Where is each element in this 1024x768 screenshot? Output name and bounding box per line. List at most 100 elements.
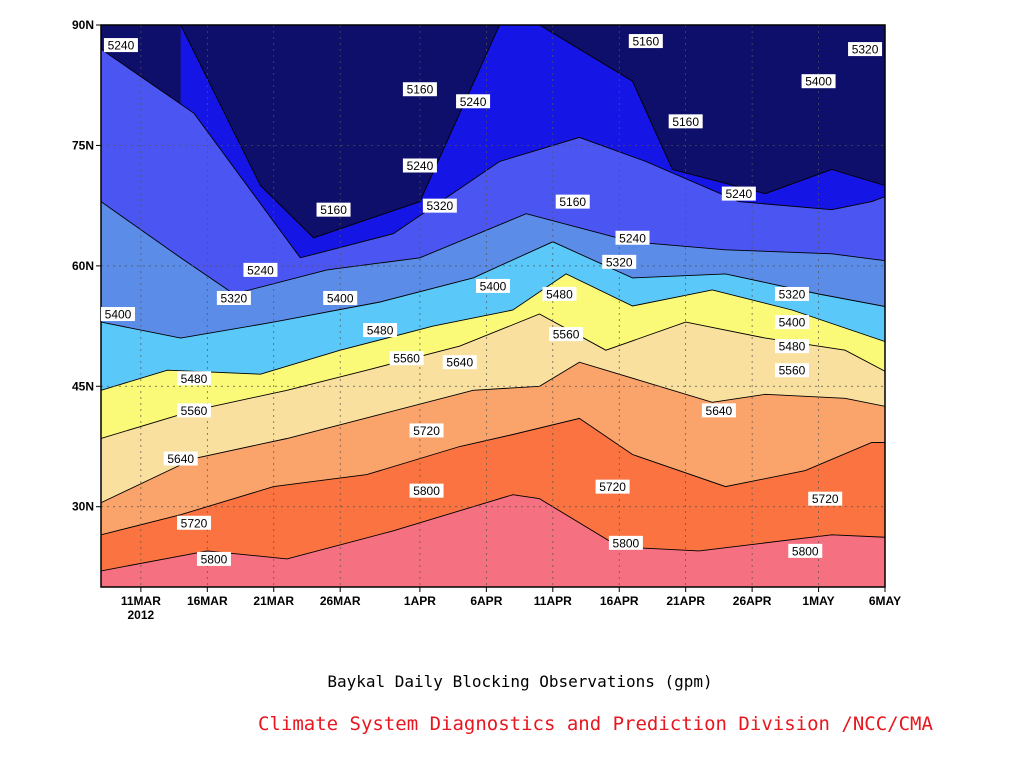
contour-labels: 5240 5160 5240 5160 5320 5400 5160 5240 5240 5160… bbox=[101, 34, 883, 566]
contour-label: 5400 bbox=[105, 308, 132, 322]
contour-label-group: 5160 bbox=[628, 34, 663, 49]
contour-label: 5400 bbox=[805, 75, 832, 89]
contour-label: 5320 bbox=[221, 291, 248, 305]
contour-label: 5240 bbox=[407, 159, 434, 173]
contour-label-bg bbox=[163, 451, 198, 466]
contour-label: 5160 bbox=[320, 203, 347, 217]
contour-line-5480 bbox=[101, 273, 885, 391]
contour-label-group: 5800 bbox=[196, 551, 231, 566]
contour-label-group: 5160 bbox=[555, 194, 590, 209]
contour-label: 5160 bbox=[672, 115, 699, 129]
contour-line-5560 bbox=[101, 313, 885, 439]
contour-label: 5800 bbox=[613, 536, 640, 550]
contour-label-bg bbox=[774, 286, 809, 301]
x-tick-label: 26APR bbox=[733, 594, 772, 608]
x-tick-label: 21APR bbox=[666, 594, 705, 608]
contour-label-group: 5240 bbox=[456, 94, 491, 109]
contour-label: 5640 bbox=[706, 404, 733, 418]
contour-label-group: 5640 bbox=[442, 355, 477, 370]
y-tick-label: 75N bbox=[72, 138, 94, 152]
contour-label-bg bbox=[442, 355, 477, 370]
contour-label-group: 5480 bbox=[542, 286, 577, 301]
contour-label-bg bbox=[323, 290, 358, 305]
contour-label-bg bbox=[196, 551, 231, 566]
contour-label: 5400 bbox=[327, 291, 354, 305]
contour-label-group: 5320 bbox=[422, 198, 457, 213]
x-tick-label: 11APR bbox=[534, 594, 572, 608]
contour-label: 5320 bbox=[852, 43, 879, 57]
contour-label-group: 5640 bbox=[701, 403, 736, 418]
x-tick-label: 11MAR bbox=[121, 594, 161, 608]
x-tick-label: 21MAR bbox=[253, 594, 294, 608]
contour-label-bg bbox=[848, 42, 883, 57]
contour-label-group: 5800 bbox=[409, 483, 444, 498]
contour-label-group: 5160 bbox=[668, 114, 703, 129]
contour-label-group: 5480 bbox=[177, 371, 212, 386]
contour-line-5160 bbox=[180, 25, 885, 239]
band-above-5800 bbox=[101, 494, 885, 587]
contour-label-group: 5640 bbox=[163, 451, 198, 466]
contour-label-bg bbox=[422, 198, 457, 213]
contour-label-group: 5160 bbox=[316, 202, 351, 217]
contour-label-group: 5560 bbox=[549, 327, 584, 342]
contour-label-bg bbox=[788, 543, 823, 558]
chart-title: Baykal Daily Blocking Observations (gpm) bbox=[327, 672, 713, 691]
contour-label-group: 5560 bbox=[774, 363, 809, 378]
contour-label-group: 5320 bbox=[216, 290, 251, 305]
contour-label: 5160 bbox=[559, 195, 586, 209]
contour-label-group: 5240 bbox=[103, 38, 138, 53]
contour-label-group: 5400 bbox=[323, 290, 358, 305]
contour-label-group: 5400 bbox=[801, 74, 836, 89]
contour-label-bg bbox=[402, 82, 437, 97]
contour-label: 5400 bbox=[779, 316, 806, 330]
contour-label: 5320 bbox=[606, 255, 633, 269]
credit-line: Climate System Diagnostics and Predictio… bbox=[258, 713, 933, 735]
filled-contour-bands bbox=[101, 25, 885, 587]
contour-label-bg bbox=[402, 158, 437, 173]
contour-label-group: 5720 bbox=[177, 515, 212, 530]
contour-label: 5720 bbox=[413, 424, 440, 438]
contour-label: 5800 bbox=[201, 552, 228, 566]
contour-label: 5240 bbox=[725, 187, 752, 201]
contour-label-bg bbox=[389, 351, 424, 366]
blocking-contour-chart: 5240 5160 5240 5160 5320 5400 5160 5240 5240 5160… bbox=[72, 18, 901, 622]
contour-label: 5480 bbox=[546, 287, 573, 301]
contour-label-bg bbox=[668, 114, 703, 129]
contour-label-group: 5400 bbox=[476, 278, 510, 293]
contour-label-bg bbox=[774, 363, 809, 378]
contour-label-bg bbox=[628, 34, 663, 49]
x-tick-label: 16APR bbox=[600, 594, 639, 608]
x-tick-label: 16MAR bbox=[187, 594, 228, 608]
contour-label-group: 5240 bbox=[721, 186, 756, 201]
contour-label: 5240 bbox=[247, 263, 274, 277]
contour-label-bg bbox=[774, 315, 809, 330]
contour-label-bg bbox=[721, 186, 756, 201]
contour-label-group: 5560 bbox=[389, 351, 424, 366]
contour-label: 5160 bbox=[407, 83, 434, 97]
contour-label: 5560 bbox=[181, 404, 208, 418]
y-tick-label: 45N bbox=[72, 379, 94, 393]
contour-label: 5560 bbox=[553, 328, 580, 342]
contour-label-bg bbox=[774, 339, 809, 354]
contour-label-bg bbox=[316, 202, 351, 217]
contour-label: 5720 bbox=[599, 480, 626, 494]
contour-label-bg bbox=[701, 403, 736, 418]
contour-label-bg bbox=[801, 74, 836, 89]
contour-label-group: 5320 bbox=[774, 286, 809, 301]
contour-label: 5160 bbox=[632, 35, 659, 49]
contour-label: 5800 bbox=[413, 484, 440, 498]
contour-label: 5480 bbox=[367, 324, 394, 338]
x-tick-label: 26MAR bbox=[320, 594, 361, 608]
contour-label-bg bbox=[409, 483, 444, 498]
contour-label: 5240 bbox=[460, 95, 487, 109]
contour-label: 5640 bbox=[446, 356, 473, 370]
contour-label-bg bbox=[542, 286, 577, 301]
contour-label: 5640 bbox=[167, 452, 194, 466]
contour-label: 5480 bbox=[181, 372, 208, 386]
x-tick-label: 6APR bbox=[470, 594, 502, 608]
y-axis-ticks: 30N 45N 60N 75N 90N bbox=[72, 18, 101, 514]
contour-label-bg bbox=[363, 323, 398, 338]
contour-label-bg bbox=[216, 290, 251, 305]
contour-label-group: 5480 bbox=[774, 339, 809, 354]
